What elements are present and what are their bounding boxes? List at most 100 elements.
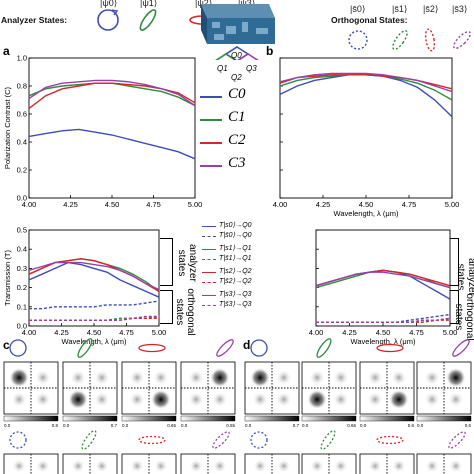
x-tick-label: 4.75 [119, 328, 134, 337]
circle-polarization-icon [9, 339, 27, 357]
intensity-spot [70, 369, 87, 386]
legend-line [202, 249, 216, 250]
intensity-spot [448, 459, 463, 473]
intensity-spot [152, 369, 169, 386]
intensity-spot [153, 459, 168, 473]
intensity-spot [34, 391, 51, 408]
x-tick-label: 4.50 [105, 200, 120, 209]
intensity-spot [390, 369, 407, 386]
x-tick-label: 4.00 [309, 328, 324, 337]
series-line-C1 [28, 82, 196, 107]
series-line-Ts3Q3 [28, 261, 160, 291]
intensity-spot [250, 367, 271, 388]
legend-label: T|s̄3⟩→Q3 [219, 301, 252, 308]
intensity-spot [129, 391, 146, 408]
chart-a-top: 4.00 4.25 4.50 4.75 5.00 0.0 0.2 0.4 0.6 0.8 1.0 Po… [3, 54, 202, 210]
intensity-spot [34, 369, 51, 386]
orthogonal-states-label: Orthogonal States: [331, 15, 408, 25]
legend-label: C2 [228, 132, 246, 148]
x-axis-label: Wavelength, λ (μm) [334, 209, 399, 218]
intensity-spot [332, 369, 349, 386]
legend-line [202, 236, 216, 237]
ellipse-polarization-icon [424, 28, 436, 52]
y-tick-label: 0.0 [17, 194, 27, 203]
colorbar-tick-label: 0.7 [293, 423, 300, 428]
x-tick-label: 5.00 [443, 328, 458, 337]
orthogonal-state-icons [348, 28, 471, 52]
intensity-grids: 0.0 0.8 0.0 0.7 0.0 0.65 0.0 0.55 0.0 0.7 0.0 0.65 0… [3, 338, 471, 474]
y-tick-label: 0.0 [17, 322, 27, 331]
y-tick-label: 0.6 [17, 110, 27, 119]
legend-item-transmission: T|s2⟩→Q2 [200, 267, 272, 277]
series-line-C1 [279, 74, 453, 101]
colorbar [244, 415, 300, 422]
chart-b-top: 4.00 4.25 4.50 4.75 5.00 Wavelength, λ (μm) [273, 57, 460, 218]
plot-frame [315, 229, 451, 327]
intensity-spot [188, 391, 205, 408]
x-axis-label: Wavelength, λ (μm) [351, 337, 416, 346]
series-line-Ts0Q0 [315, 269, 451, 300]
intensity-spot [447, 391, 464, 408]
legend-label: T|s̄1⟩→Q1 [219, 255, 252, 262]
intensity-spot [209, 367, 230, 388]
chart-a-bottom: 4.00 4.25 4.50 4.75 5.00 0.0 0.1 0.2 0.3 0.4 0.5 Wa… [3, 226, 166, 347]
legend-item-c0: C0 [196, 86, 266, 109]
colorbar-tick-label: 0.0 [417, 423, 424, 428]
x-tick-label: 5.00 [445, 200, 460, 209]
transmission-legend: T|s0⟩→Q0 T|s̄0⟩→Q0 T|s1⟩→Q1 T|s̄1⟩→Q1 T|s2⟩→… [200, 221, 272, 313]
colorbar-tick-label: 0.0 [122, 423, 129, 428]
intensity-spot [94, 459, 109, 473]
colorbar-tick-label: 0.0 [360, 423, 367, 428]
y-tick-label: 0.2 [17, 166, 27, 175]
series-line-Ts1Q1 [28, 258, 160, 292]
intensity-spot [276, 459, 291, 473]
x-tick-label: 4.25 [54, 328, 69, 337]
series-line-Ts0Q0 [29, 300, 160, 310]
orthogonal-bracket [160, 290, 173, 324]
ket-label: |s̄1⟩ [392, 4, 407, 14]
series-line-C0 [28, 128, 196, 160]
x-tick-label: 4.50 [359, 200, 374, 209]
ellipse-polarization-icon [316, 338, 332, 358]
circle-polarization-icon [9, 431, 27, 449]
legend-label: T|s1⟩→Q1 [219, 245, 252, 252]
pixel-diamond [215, 46, 259, 60]
ellipse-polarization-icon [452, 339, 470, 357]
colorbar [180, 415, 236, 422]
intensity-spot [424, 369, 441, 386]
y-tick-label: 0.4 [17, 245, 27, 254]
intensity-spot [445, 367, 466, 388]
panel-label-d: d [243, 338, 251, 352]
orthogonal-states-bracket-label: orthogonal states [174, 288, 196, 336]
intensity-spot [188, 369, 205, 386]
legend-label: T|s̄2⟩→Q2 [219, 278, 252, 285]
circle-polarization-icon [97, 9, 119, 31]
ellipse-polarization-icon [81, 430, 97, 450]
intensity-spot [367, 391, 384, 408]
legend-label: C0 [228, 86, 246, 102]
legend-label: C1 [228, 109, 246, 125]
series-line-Ts2Q2 [28, 258, 160, 293]
q1-label: Q1 [217, 64, 228, 73]
analyzer-states-label: Analyzer States: [1, 15, 68, 25]
legend-item-transmission: T|s3⟩→Q3 [200, 290, 272, 300]
legend-label: T|s0⟩→Q0 [219, 222, 252, 229]
colorbar-tick-label: 0.0 [302, 423, 309, 428]
ellipse-polarization-icon [212, 431, 230, 449]
legend-item-c2: C2 [196, 132, 266, 155]
intensity-spot [425, 459, 440, 473]
legend-label: T|s2⟩→Q2 [219, 268, 252, 275]
colorbar-tick-label: 0.65 [167, 423, 176, 428]
intensity-spot [253, 459, 268, 473]
arrow-icon [111, 9, 119, 16]
panel-label-a: a [3, 44, 10, 58]
legend-item-transmission: T|s̄3⟩→Q3 [200, 300, 272, 313]
colorbar-tick-label: 0.55 [226, 423, 235, 428]
intensity-spot [275, 391, 292, 408]
colorbar [301, 415, 357, 422]
q2-label: Q2 [231, 73, 242, 82]
colorbar [3, 415, 59, 422]
intensity-spot [189, 459, 204, 473]
y-tick-label: 0.4 [17, 138, 27, 147]
intensity-spot [9, 367, 30, 388]
